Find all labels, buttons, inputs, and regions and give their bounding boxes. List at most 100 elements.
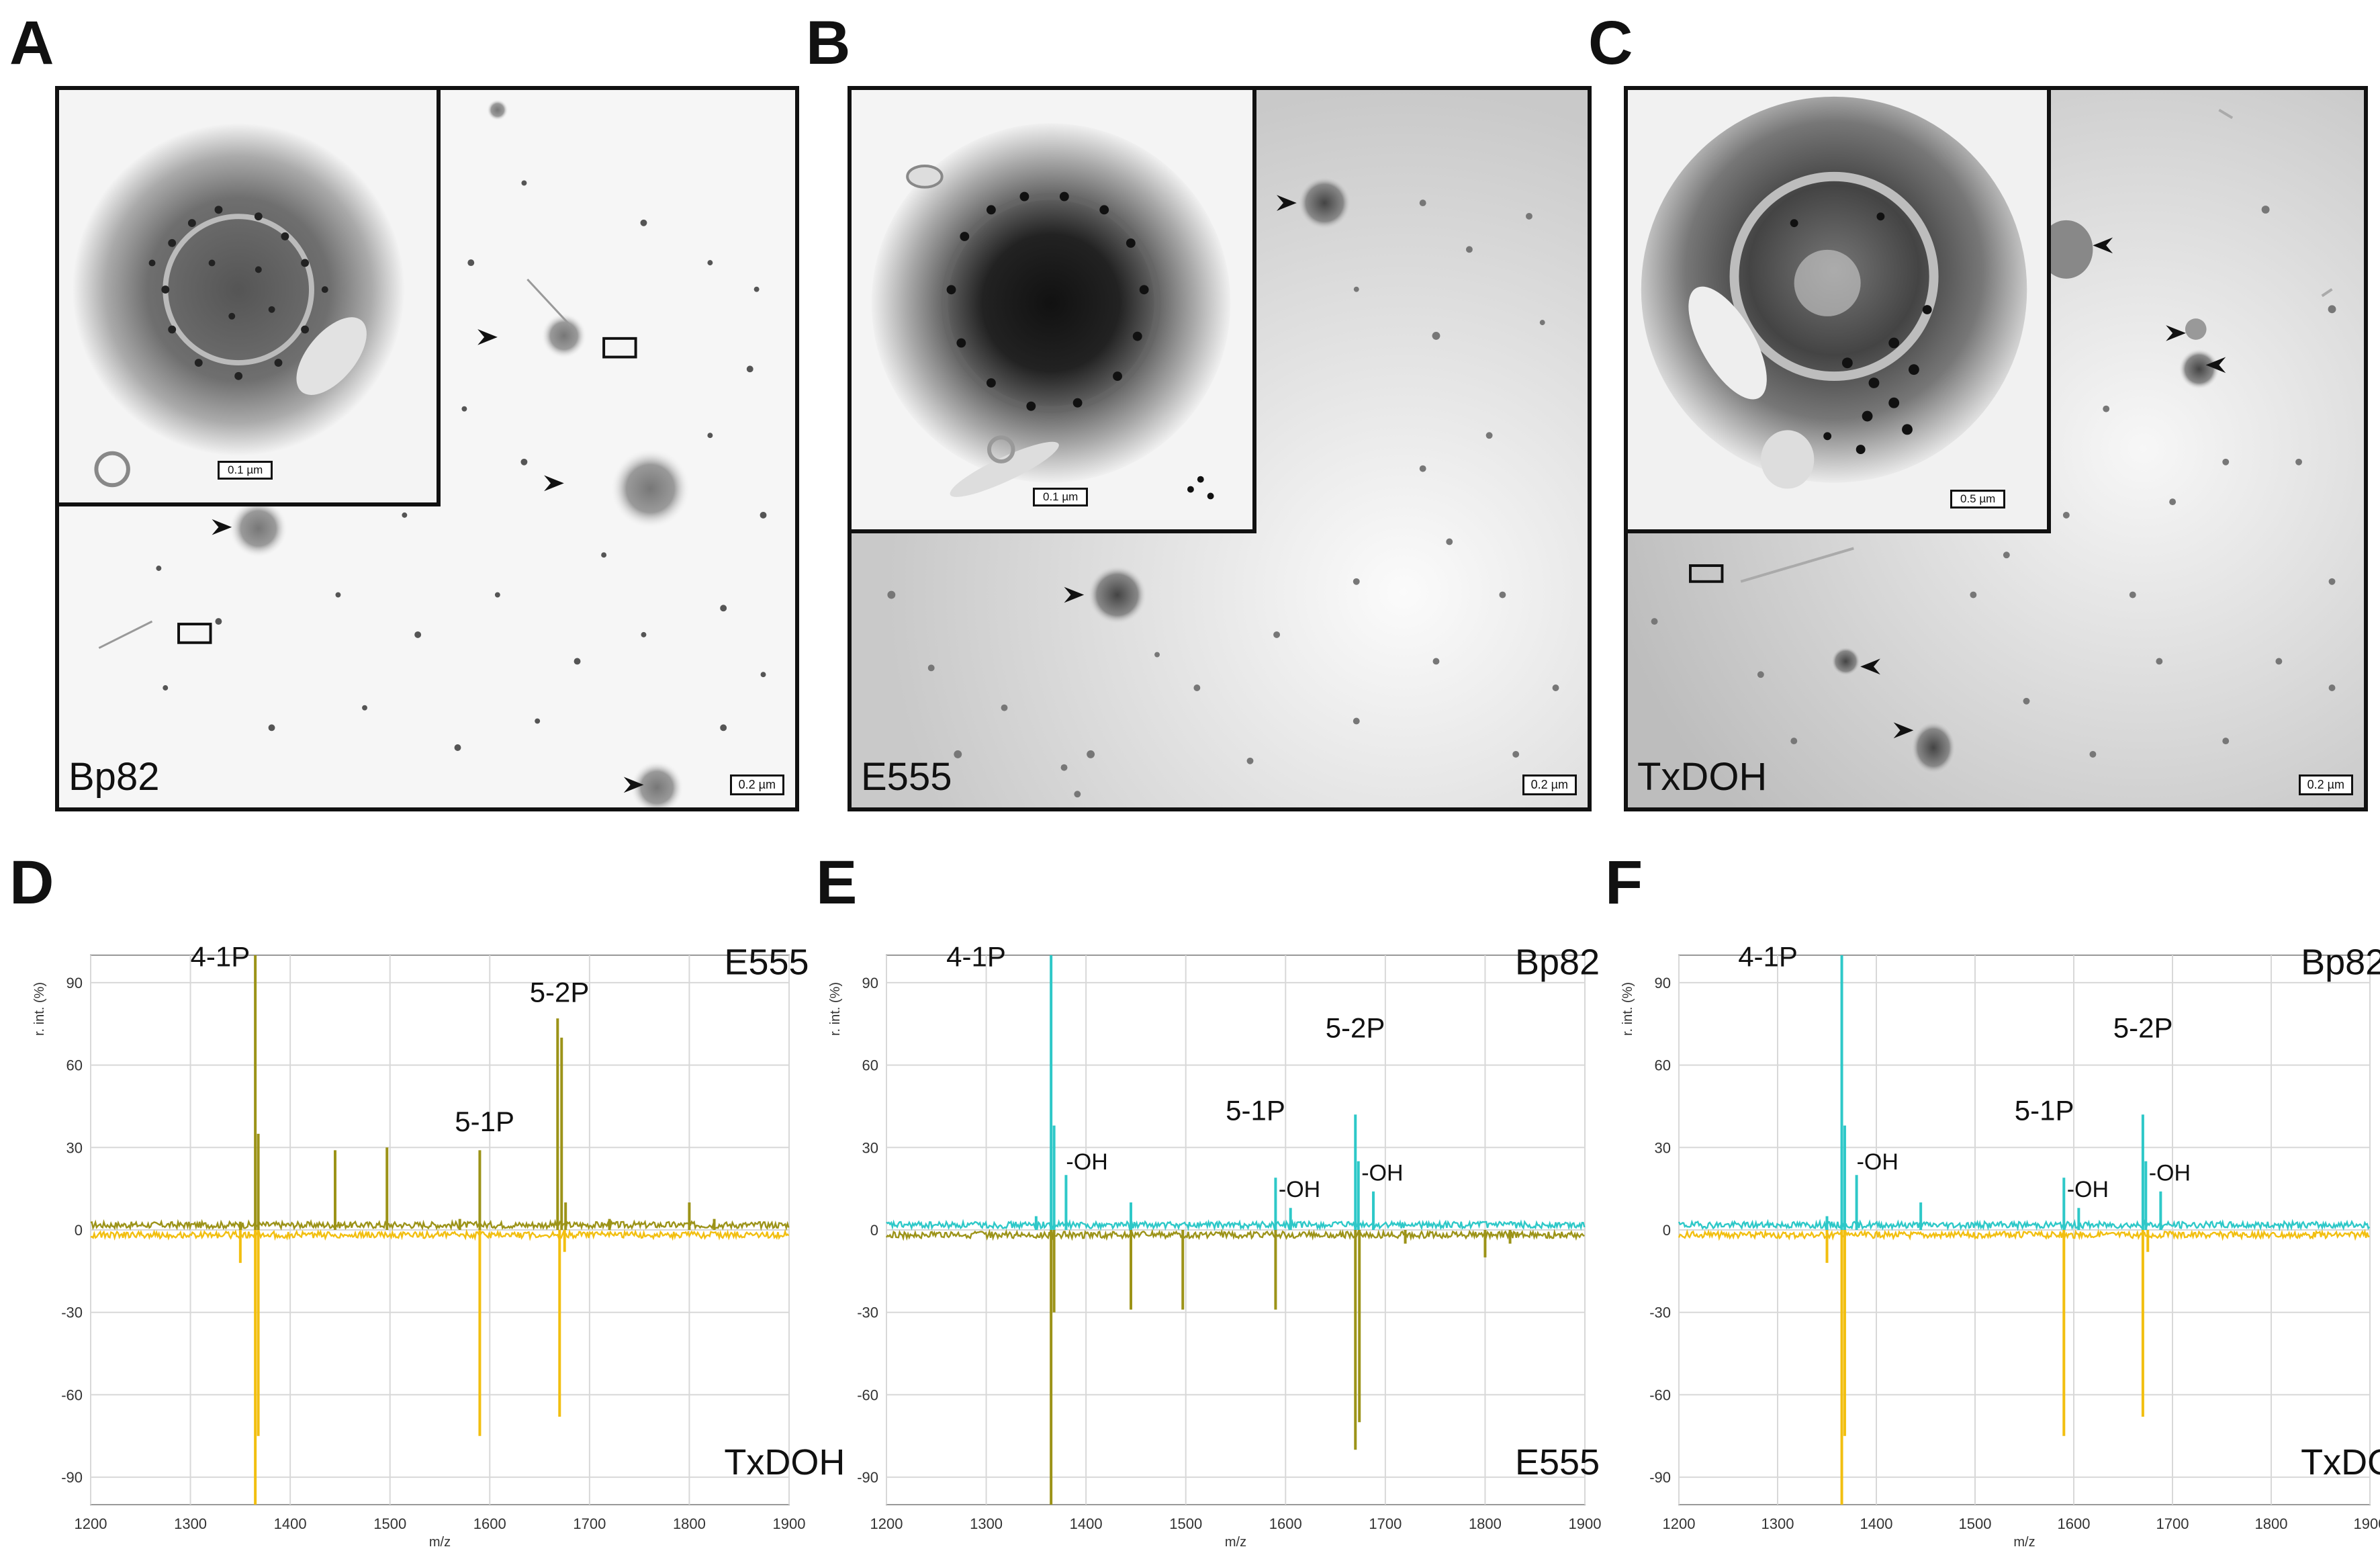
panel-label-a: A	[9, 9, 54, 77]
annotation-label: Bp82	[1515, 942, 1600, 983]
x-axis-label: m/z	[429, 1535, 451, 1550]
scale-bar-c: 0.2 µm	[2298, 774, 2353, 795]
x-tick-label: 1700	[2156, 1515, 2189, 1532]
y-tick-label: -60	[1649, 1386, 1671, 1403]
annotation-label: TxDOH	[2301, 1442, 2380, 1482]
annotation-label: -OH	[2067, 1177, 2109, 1202]
x-tick-label: 1500	[373, 1515, 406, 1532]
y-tick-label: 60	[1655, 1057, 1671, 1074]
annotation-label: 4-1P	[946, 940, 1006, 972]
annotation-label: -OH	[1361, 1160, 1403, 1186]
x-tick-label: 1900	[2354, 1515, 2380, 1532]
annotation-label: TxDOH	[724, 1442, 845, 1482]
y-axis-label: r. int. (%)	[1620, 982, 1635, 1036]
baseline-top	[1678, 1218, 2371, 1232]
x-tick-label: 1500	[1959, 1515, 1992, 1532]
scale-bar-b: 0.2 µm	[1522, 774, 1577, 795]
annotation-label: -OH	[1066, 1149, 1107, 1175]
annotation-label: -OH	[2149, 1160, 2191, 1186]
x-tick-label: 1800	[2255, 1515, 2288, 1532]
annotation-label: Bp82	[2301, 942, 2380, 983]
inset-scale-a: 0.1 µm	[218, 461, 273, 480]
strain-label-c: TxDOH	[1637, 755, 1768, 799]
x-tick-label: 1800	[1469, 1515, 1502, 1532]
x-tick-label: 1800	[673, 1515, 706, 1532]
y-axis-label: r. int. (%)	[828, 982, 843, 1036]
annotation-label: E555	[1515, 1442, 1600, 1482]
annotation-label: 5-2P	[530, 977, 590, 1008]
x-tick-label: 1600	[473, 1515, 506, 1532]
x-tick-label: 1700	[1369, 1515, 1402, 1532]
annotation-label: 4-1P	[1738, 940, 1798, 972]
x-tick-label: 1300	[970, 1515, 1003, 1532]
micrograph-b-inset: 0.1 µm	[852, 90, 1256, 533]
micrograph-c-inset-image	[1628, 90, 2047, 529]
panel-label-c: C	[1588, 9, 1633, 77]
annotation-label: 5-1P	[1226, 1094, 1285, 1126]
y-tick-label: 60	[862, 1057, 878, 1074]
micrograph-b-inset-image	[871, 123, 1231, 500]
annotation-label: 4-1P	[191, 940, 250, 972]
x-tick-label: 1700	[573, 1515, 606, 1532]
y-tick-label: 90	[66, 975, 83, 991]
y-tick-label: 0	[1663, 1222, 1671, 1239]
x-tick-label: 1400	[1070, 1515, 1103, 1532]
x-tick-label: 1200	[75, 1515, 107, 1532]
x-axis-label: m/z	[1225, 1535, 1246, 1550]
inset-scale-b: 0.1 µm	[1033, 488, 1089, 506]
y-tick-label: 60	[66, 1057, 83, 1074]
y-tick-label: -30	[857, 1304, 878, 1321]
inset-scale-c: 0.5 µm	[1950, 490, 2006, 508]
micrograph-a-inset: 0.1 µm	[59, 90, 441, 506]
baseline-bottom	[886, 1229, 1585, 1241]
y-tick-label: -90	[1649, 1469, 1671, 1486]
y-tick-label: -90	[857, 1469, 878, 1486]
y-axis-label: r. int. (%)	[32, 982, 47, 1036]
x-tick-label: 1200	[1663, 1515, 1696, 1532]
micrograph-c: 0.5 µm TxDOH 0.2 µm	[1624, 86, 2368, 811]
micrograph-a-inset-image	[72, 123, 405, 488]
y-tick-label: 90	[1655, 975, 1671, 991]
annotation-label: -OH	[1857, 1149, 1898, 1175]
x-axis-label: m/z	[2013, 1535, 2035, 1550]
baseline-bottom	[90, 1229, 790, 1241]
x-tick-label: 1200	[870, 1515, 903, 1532]
annotation-label: -OH	[1279, 1177, 1320, 1202]
baseline-top	[886, 1218, 1586, 1232]
x-tick-label: 1900	[1569, 1515, 1602, 1532]
annotation-label: E555	[724, 942, 809, 983]
x-tick-label: 1400	[1860, 1515, 1893, 1532]
x-tick-label: 1900	[773, 1515, 806, 1532]
strain-label-b: E555	[861, 755, 952, 799]
annotation-label: 5-1P	[455, 1106, 514, 1137]
micrograph-c-inset: 0.5 µm	[1628, 90, 2051, 533]
y-tick-label: 0	[870, 1222, 878, 1239]
panel-label-d: D	[9, 848, 54, 917]
panel-label-e: E	[816, 848, 858, 917]
annotation-label: 5-1P	[2015, 1094, 2074, 1126]
x-tick-label: 1300	[1761, 1515, 1794, 1532]
panel-label-b: B	[806, 9, 851, 77]
y-tick-label: 30	[862, 1139, 878, 1156]
annotation-label: 5-2P	[2113, 1012, 2173, 1044]
x-tick-label: 1400	[274, 1515, 307, 1532]
y-tick-label: 30	[66, 1139, 83, 1156]
y-tick-label: -60	[61, 1386, 83, 1403]
x-tick-label: 1600	[2058, 1515, 2091, 1532]
spectrum-svg-d: 1200 1300 1400 1500 1600 1700 1800 1900 90 60 30 0 -…	[32, 940, 845, 1550]
x-tick-label: 1300	[174, 1515, 207, 1532]
y-tick-label: -30	[1649, 1304, 1671, 1321]
spectrum-panel-e: 1200 1300 1400 1500 1600 1700 1800 1900 90 60 30 0 -…	[796, 927, 1601, 1551]
y-tick-label: 0	[75, 1222, 83, 1239]
panel-label-f: F	[1605, 848, 1643, 917]
x-tick-label: 1600	[1269, 1515, 1302, 1532]
micrograph-a-field	[98, 99, 767, 807]
y-tick-label: 30	[1655, 1139, 1671, 1156]
spectrum-panel-f: 1200 1300 1400 1500 1600 1700 1800 1900 90 60 30 0 -…	[1588, 927, 2380, 1551]
micrograph-b: 0.1 µm E555 0.2 µm	[848, 86, 1592, 811]
spectrum-svg-e: 1200 1300 1400 1500 1600 1700 1800 1900 90 60 30 0 -…	[828, 940, 1601, 1550]
scale-bar-a: 0.2 µm	[729, 774, 784, 795]
y-tick-label: -90	[61, 1469, 83, 1486]
x-tick-label: 1500	[1169, 1515, 1202, 1532]
micrograph-a: 0.1 µm Bp82 0.2 µm	[55, 86, 799, 811]
